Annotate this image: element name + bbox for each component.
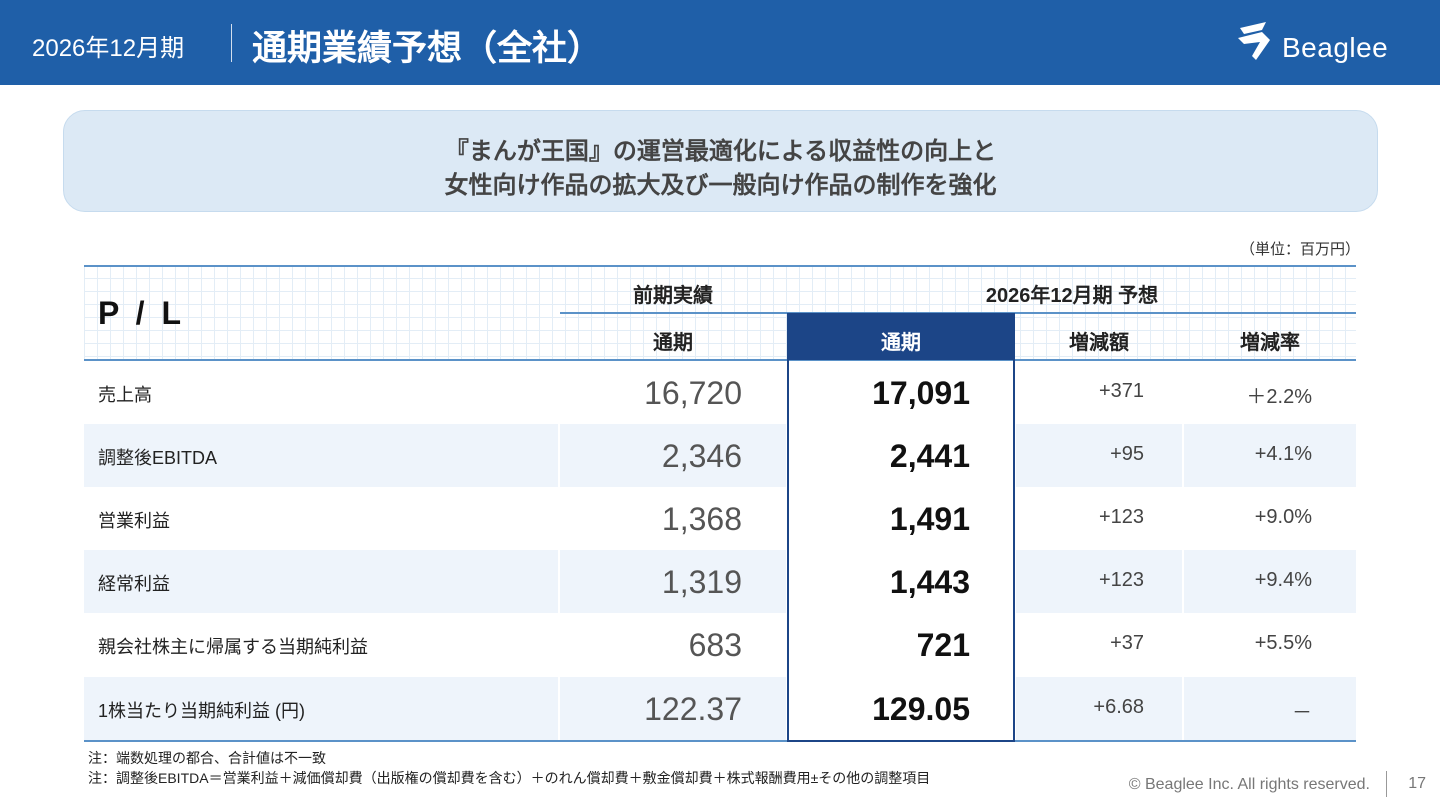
footnote-ebitda-definition: 注：調整後EBITDA＝営業利益＋減価償却費（出版権の償却費を含む）＋のれん償却… — [88, 770, 931, 786]
rate-value: +5.5% — [1254, 632, 1312, 654]
forecast-value: 2,441 — [889, 438, 970, 474]
footer-divider — [1386, 771, 1387, 797]
table-row-net-income: 親会社株主に帰属する当期純利益 683 721 +37 +5.5% — [84, 613, 1356, 676]
prev-value: 16,720 — [644, 375, 742, 411]
prev-value: 683 — [688, 627, 742, 663]
fiscal-period: 2026年12月期 — [32, 35, 185, 62]
rate-value: +9.0% — [1254, 506, 1312, 528]
row-label: 営業利益 — [98, 511, 170, 531]
logo-wordmark: Beaglee — [1282, 32, 1389, 63]
diff-value: +37 — [1110, 632, 1144, 654]
headline-line-1: 『まんが王国』の運営最適化による収益性の向上と — [444, 138, 997, 165]
forecast-value: 721 — [916, 627, 970, 663]
table-row-ordinary-income: 経常利益 1,319 1,443 +123 +9.4% — [84, 550, 1356, 613]
prev-value: 2,346 — [661, 438, 742, 474]
diff-value: +123 — [1098, 506, 1144, 528]
diff-value: +371 — [1098, 380, 1144, 402]
col-header-prev-full-year: 通期 — [653, 332, 693, 354]
col-header-forecast-full-year: 通期 — [881, 332, 921, 354]
rate-value: ＋2.2% — [1246, 386, 1312, 408]
header-divider — [231, 24, 232, 62]
row-label: 調整後EBITDA — [98, 448, 218, 468]
group-header-prev: 前期実績 — [633, 285, 713, 307]
unit-note: （単位：百万円） — [1240, 241, 1361, 258]
header-band: 2026年12月期 通期業績予想（全社） Beaglee — [0, 0, 1440, 85]
page-number: 17 — [1408, 775, 1426, 792]
table-row-eps: 1株当たり当期純利益 (円) 122.37 129.05 +6.68 － — [84, 677, 1356, 740]
forecast-header-highlight — [788, 314, 1014, 360]
forecast-value: 129.05 — [872, 691, 970, 727]
forecast-value: 1,443 — [889, 564, 970, 600]
prev-value: 122.37 — [644, 691, 742, 727]
rate-value: +9.4% — [1254, 569, 1312, 591]
group-header-forecast: 2026年12月期 予想 — [985, 285, 1159, 307]
beaglee-logo-mark-icon — [1238, 22, 1270, 60]
rate-value: － — [1292, 702, 1312, 724]
forecast-value: 17,091 — [872, 375, 970, 411]
diff-value: +95 — [1110, 443, 1144, 465]
diff-value: +123 — [1098, 569, 1144, 591]
table-bottom-rule — [84, 740, 1356, 742]
row-label: 1株当たり当期純利益 (円) — [98, 701, 305, 721]
row-label: 経常利益 — [98, 574, 170, 594]
table-row-revenue: 売上高 16,720 17,091 +371 ＋2.2% — [84, 361, 1356, 424]
row-label: 売上高 — [98, 385, 152, 405]
prev-value: 1,368 — [661, 501, 742, 537]
copyright: © Beaglee Inc. All rights reserved. — [1128, 776, 1370, 793]
table-row-operating-income: 営業利益 1,368 1,491 +123 +9.0% — [84, 487, 1356, 550]
table-header-rule — [84, 359, 1356, 361]
headline-callout: 『まんが王国』の運営最適化による収益性の向上と 女性向け作品の拡大及び一般向け作… — [63, 110, 1378, 212]
col-header-rate: 増減率 — [1240, 332, 1300, 354]
footnote-rounding: 注：端数処理の都合、合計値は不一致 — [88, 750, 326, 766]
row-label: 親会社株主に帰属する当期純利益 — [98, 637, 368, 657]
table-top-rule — [84, 265, 1356, 267]
headline-line-2: 女性向け作品の拡大及び一般向け作品の制作を強化 — [444, 172, 997, 199]
pl-corner-label: P / L — [98, 295, 185, 331]
page-title: 通期業績予想（全社） — [252, 29, 603, 68]
col-header-diff: 増減額 — [1069, 332, 1129, 354]
beaglee-logo: Beaglee — [1236, 16, 1406, 72]
rate-value: +4.1% — [1254, 443, 1312, 465]
prev-value: 1,319 — [661, 564, 742, 600]
forecast-value: 1,491 — [889, 501, 970, 537]
pl-table: P / L 前期実績 2026年12月期 予想 通期 通期 増減額 増減率 売上… — [84, 265, 1356, 742]
table-row-adjusted-ebitda: 調整後EBITDA 2,346 2,441 +95 +4.1% — [84, 424, 1356, 487]
diff-value: +6.68 — [1093, 696, 1144, 718]
